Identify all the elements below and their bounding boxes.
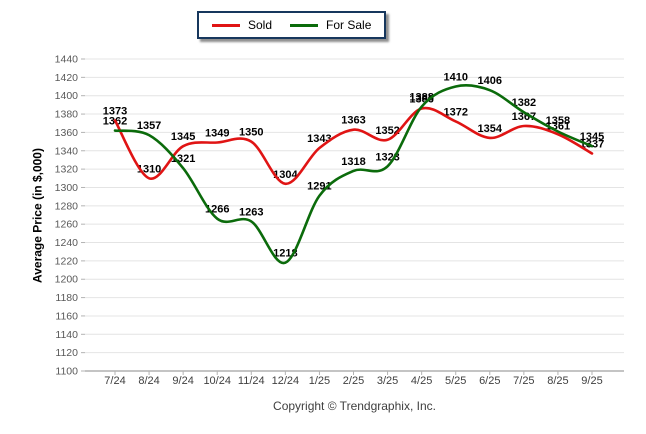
legend-item-for-sale: For Sale [290, 18, 371, 32]
y-tick-label: 1180 [55, 292, 78, 304]
data-label: 1345 [171, 131, 195, 143]
data-label: 1373 [103, 105, 127, 117]
data-label: 1382 [512, 97, 536, 109]
sold-line [113, 106, 594, 186]
y-tick-label: 1380 [55, 109, 79, 121]
data-label: 1304 [273, 169, 298, 181]
y-tick-label: 1420 [55, 72, 79, 84]
x-tick-label: 8/24 [138, 375, 159, 387]
x-tick-label: 9/24 [172, 375, 193, 387]
legend: Sold For Sale [197, 11, 387, 39]
x-tick-label: 6/25 [479, 375, 500, 387]
data-label: 1318 [341, 156, 365, 168]
x-tick-label: 2/25 [343, 375, 364, 387]
data-label: 1352 [375, 125, 399, 137]
y-tick-label: 1220 [55, 255, 79, 267]
data-label: 1358 [546, 115, 570, 127]
sold-line-swatch [212, 23, 240, 27]
x-tick-label: 3/25 [377, 375, 398, 387]
y-tick-label: 1100 [55, 366, 78, 378]
x-tick-label: 7/25 [513, 375, 534, 387]
for-sale-line-swatch [290, 23, 319, 27]
data-label: 1386 [409, 94, 433, 106]
data-label: 1263 [239, 206, 263, 218]
for-sale-line [113, 84, 594, 265]
x-tick-label: 8/25 [547, 375, 568, 387]
x-tick-label: 5/25 [445, 375, 466, 387]
y-tick-label: 1300 [55, 182, 79, 194]
legend-label-sold: Sold [248, 18, 273, 32]
y-tick-label: 1320 [55, 164, 79, 176]
data-label: 1410 [443, 72, 467, 84]
y-tick-label: 1160 [55, 310, 78, 322]
y-tick-label: 1340 [55, 145, 79, 157]
x-tick-label: 1/25 [309, 375, 330, 387]
y-tick-label: 1120 [55, 347, 78, 359]
y-tick-label: 1240 [55, 237, 79, 249]
legend-item-sold: Sold [212, 18, 272, 32]
x-tick-label: 12/24 [272, 375, 300, 387]
data-label: 1367 [512, 111, 536, 123]
data-label: 1337 [580, 139, 604, 151]
y-tick-label: 1400 [55, 90, 79, 102]
x-tick-label: 7/24 [104, 375, 125, 387]
data-label: 1372 [443, 106, 467, 118]
y-tick-label: 1440 [55, 54, 79, 66]
data-label: 1343 [307, 133, 331, 145]
y-tick-label: 1200 [55, 274, 79, 286]
legend-label-for-sale: For Sale [326, 18, 372, 32]
x-tick-label: 9/25 [581, 375, 602, 387]
y-tick-label: 1140 [55, 329, 78, 341]
copyright-text: Copyright © Trendgraphix, Inc. [273, 399, 436, 413]
y-tick-label: 1260 [55, 219, 79, 231]
x-tick-label: 11/24 [238, 375, 265, 387]
data-label: 1357 [137, 120, 161, 132]
x-tick-label: 10/24 [203, 375, 231, 387]
y-tick-label: 1280 [55, 200, 79, 212]
data-label: 1345 [580, 131, 604, 143]
x-tick-label: 4/25 [411, 375, 432, 387]
y-tick-label: 1360 [55, 127, 79, 139]
data-label: 1406 [478, 75, 502, 87]
data-label: 1363 [341, 115, 365, 127]
data-label: 1350 [239, 127, 263, 139]
data-label: 1349 [205, 128, 229, 140]
data-label: 1354 [478, 123, 503, 135]
